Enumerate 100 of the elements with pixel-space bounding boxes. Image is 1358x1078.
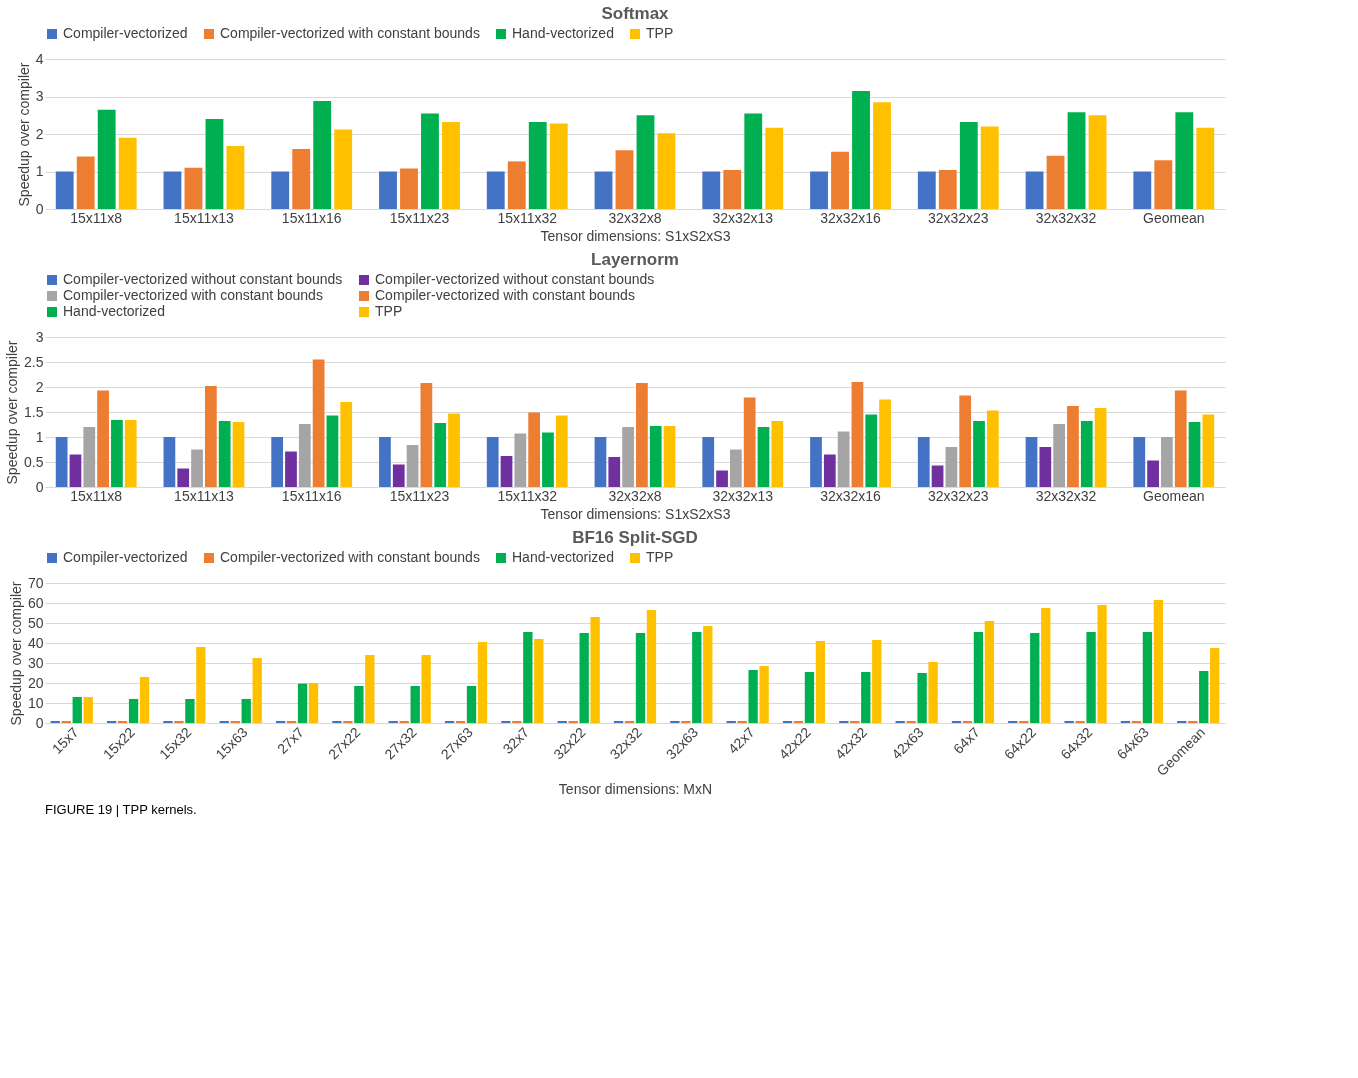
bar [205, 119, 224, 209]
legend-label: Compiler-vectorized without constant bounds [375, 271, 655, 287]
bar [285, 451, 297, 487]
bar [959, 122, 978, 209]
bar [945, 447, 958, 487]
y-tick-label: 4 [35, 50, 44, 67]
x-tick-label: 15x11x23 [389, 209, 450, 226]
bar [692, 632, 702, 723]
bar [226, 146, 245, 209]
bar [851, 382, 864, 487]
bar [83, 697, 93, 723]
bar [354, 686, 364, 723]
x-tick-label: 15x11x23 [389, 487, 450, 504]
legend-label: Hand-vectorized [512, 549, 614, 565]
bar [865, 414, 878, 487]
bar [622, 427, 634, 487]
y-tick-label: 50 [27, 614, 44, 631]
x-tick-label: 15x11x13 [174, 209, 234, 226]
bar [635, 633, 646, 723]
y-tick-label: 2 [35, 378, 44, 395]
bar [831, 151, 849, 209]
bar [649, 426, 662, 487]
y-axis-title: Speedup over compiler [4, 340, 21, 485]
x-tick-label: 15x11x16 [281, 487, 342, 504]
legend-label: Compiler-vectorized [63, 25, 188, 41]
bar [334, 129, 353, 209]
legend-label: Compiler-vectorized with constant bounds [220, 25, 480, 41]
x-tick-label: Geomean [1143, 487, 1205, 504]
bar [313, 101, 332, 209]
bar [232, 422, 245, 487]
bar [97, 390, 109, 487]
bar [729, 449, 742, 487]
bar [163, 171, 182, 209]
bar [308, 683, 319, 723]
bar [757, 427, 770, 487]
bar [196, 647, 206, 723]
bar [1046, 155, 1065, 209]
bar [76, 156, 95, 209]
bar [748, 670, 758, 723]
bar [1142, 632, 1153, 723]
bar [379, 437, 391, 487]
caption: FIGURE 19 | TPP kernels. [45, 802, 197, 817]
bar [810, 171, 828, 209]
x-tick-label: 32x32x13 [712, 487, 774, 504]
bar [507, 161, 526, 209]
x-tick-label: 32x32x16 [820, 209, 882, 226]
y-tick-label: 0.5 [24, 453, 44, 470]
bar [241, 699, 251, 723]
bar [549, 123, 568, 209]
bar [579, 633, 589, 723]
y-tick-label: 2 [35, 125, 44, 142]
bar [1053, 424, 1066, 487]
bar [523, 632, 533, 723]
bar [759, 666, 769, 723]
y-tick-label: 20 [27, 674, 44, 691]
bar [823, 454, 836, 487]
bar [636, 383, 648, 487]
chart-title: Layernorm [591, 250, 679, 269]
bar [118, 137, 137, 209]
bar [486, 171, 505, 209]
bar [326, 415, 339, 487]
bar [177, 468, 190, 487]
y-tick-label: 10 [27, 694, 44, 711]
bar [340, 402, 353, 487]
x-tick-label: 15x11x16 [281, 209, 342, 226]
bar [917, 437, 930, 487]
bar [421, 655, 431, 723]
bar [771, 421, 784, 487]
bar [723, 170, 742, 209]
bar [528, 122, 547, 209]
legend-label: Compiler-vectorized without constant bounds [63, 271, 343, 287]
bar [657, 133, 676, 209]
bar [716, 470, 728, 487]
y-tick-label: 0 [35, 200, 44, 217]
bar [873, 102, 891, 209]
bar [97, 109, 116, 209]
bar [124, 420, 137, 487]
bar [528, 412, 541, 487]
bar [191, 449, 203, 487]
bar [448, 413, 460, 487]
bar [1154, 160, 1173, 209]
y-tick-label: 3 [35, 328, 44, 345]
bar [542, 432, 554, 487]
bar [594, 437, 607, 487]
x-tick-label: 15x11x8 [70, 487, 123, 504]
x-tick-label: 32x32x8 [608, 209, 662, 226]
bar [917, 171, 936, 209]
bar [514, 433, 527, 487]
legend-label: Compiler-vectorized [63, 549, 188, 565]
legend-label: TPP [646, 25, 674, 41]
bar [980, 126, 999, 209]
bar [1030, 633, 1040, 723]
legend-label: TPP [646, 549, 674, 565]
bar [973, 421, 985, 487]
bar [703, 626, 713, 723]
bar [555, 415, 568, 487]
bar [608, 457, 621, 487]
bar [139, 677, 150, 723]
y-tick-label: 3 [35, 88, 44, 104]
bar [590, 617, 600, 723]
